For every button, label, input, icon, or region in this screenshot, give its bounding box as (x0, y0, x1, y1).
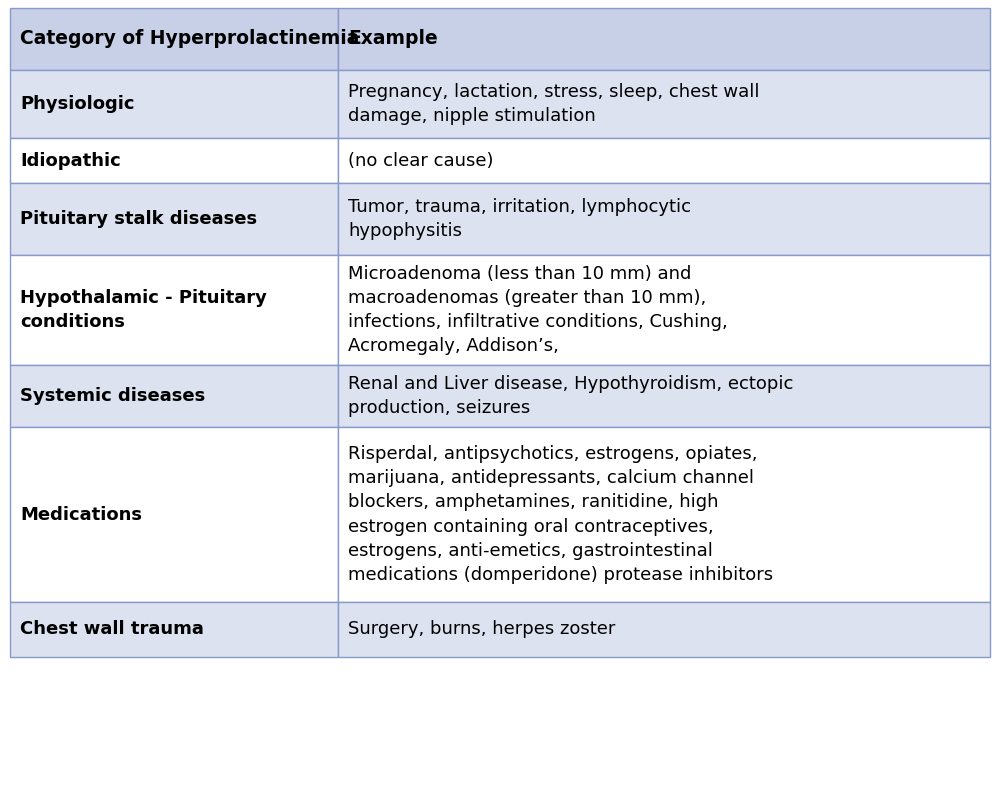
Text: Category of Hyperprolactinemia: Category of Hyperprolactinemia (20, 29, 359, 49)
Text: Tumor, trauma, irritation, lymphocytic
hypophysitis: Tumor, trauma, irritation, lymphocytic h… (348, 198, 691, 240)
Text: Systemic diseases: Systemic diseases (20, 387, 205, 405)
Bar (338, 427, 990, 602)
Bar (10, 602, 338, 657)
Text: Medications: Medications (20, 505, 142, 523)
Bar (10, 183, 338, 255)
Bar (338, 8, 990, 70)
Bar (338, 70, 990, 138)
Text: Pituitary stalk diseases: Pituitary stalk diseases (20, 210, 257, 228)
Bar (10, 427, 338, 602)
Bar (10, 365, 338, 427)
Text: Surgery, burns, herpes zoster: Surgery, burns, herpes zoster (348, 620, 616, 638)
Text: Idiopathic: Idiopathic (20, 152, 121, 169)
Bar (10, 8, 338, 70)
Text: Pregnancy, lactation, stress, sleep, chest wall
damage, nipple stimulation: Pregnancy, lactation, stress, sleep, che… (348, 83, 760, 125)
Text: Physiologic: Physiologic (20, 95, 134, 113)
Bar (338, 138, 990, 183)
Bar (338, 365, 990, 427)
Text: (no clear cause): (no clear cause) (348, 152, 494, 169)
Text: Risperdal, antipsychotics, estrogens, opiates,
marijuana, antidepressants, calci: Risperdal, antipsychotics, estrogens, op… (348, 444, 773, 584)
Bar (10, 255, 338, 365)
Bar (10, 138, 338, 183)
Bar (338, 183, 990, 255)
Text: Renal and Liver disease, Hypothyroidism, ectopic
production, seizures: Renal and Liver disease, Hypothyroidism,… (348, 375, 794, 417)
Bar (10, 70, 338, 138)
Text: Chest wall trauma: Chest wall trauma (20, 620, 204, 638)
Text: Example: Example (348, 29, 438, 49)
Bar (338, 255, 990, 365)
Text: Microadenoma (less than 10 mm) and
macroadenomas (greater than 10 mm),
infection: Microadenoma (less than 10 mm) and macro… (348, 264, 728, 355)
Text: Hypothalamic - Pituitary
conditions: Hypothalamic - Pituitary conditions (20, 289, 267, 331)
Bar (338, 602, 990, 657)
